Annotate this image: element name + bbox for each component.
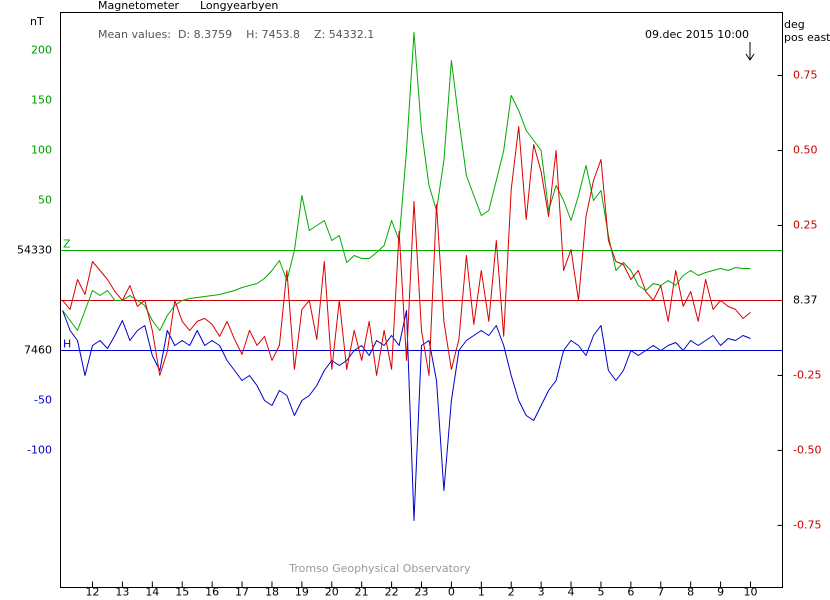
y-tick-label: 150 xyxy=(31,94,52,107)
y-tick-label: 100 xyxy=(31,144,52,157)
x-tick-label: 0 xyxy=(448,586,455,599)
x-tick-label: 8 xyxy=(687,586,694,599)
y-axis-label: nT xyxy=(30,15,44,28)
series-line xyxy=(62,126,751,376)
arrow-head xyxy=(745,53,755,61)
x-tick-label: 18 xyxy=(265,586,279,599)
x-tick-label: 6 xyxy=(627,586,634,599)
y-tick-label: 50 xyxy=(38,194,52,207)
x-tick-label: 4 xyxy=(568,586,575,599)
series-line xyxy=(62,310,751,521)
x-tick-label: 15 xyxy=(175,586,189,599)
station-name: Longyearbyen xyxy=(200,0,278,12)
x-tick-label: 21 xyxy=(355,586,369,599)
y2-tick-label: 0.25 xyxy=(793,218,818,231)
x-tick-label: 7 xyxy=(657,586,664,599)
y2-tick-label: 8.37 xyxy=(793,293,818,306)
x-tick-label: 2 xyxy=(508,586,515,599)
x-tick-label: 13 xyxy=(115,586,129,599)
series-line xyxy=(62,32,751,331)
y2-tick-label: -0.75 xyxy=(793,518,821,531)
y-tick-label: -100 xyxy=(27,444,52,457)
y2-tick-label: 0.75 xyxy=(793,68,818,81)
x-tick-label: 23 xyxy=(415,586,429,599)
x-tick-label: 9 xyxy=(717,586,724,599)
y-tick-label: 54330 xyxy=(17,244,52,257)
x-tick-label: 14 xyxy=(145,586,159,599)
x-tick-label: 16 xyxy=(205,586,219,599)
baseline-label: H xyxy=(63,338,71,351)
x-tick-label: 5 xyxy=(597,586,604,599)
time-arrow xyxy=(745,42,755,61)
x-tick-label: 19 xyxy=(295,586,309,599)
y-tick-label: 7460 xyxy=(24,344,52,357)
y2-tick-label: -0.25 xyxy=(793,368,821,381)
y2-axis-label: deg xyxy=(784,18,805,31)
x-tick-label: 1 xyxy=(478,586,485,599)
chart-title: Magnetometer xyxy=(98,0,180,12)
x-tick-label: 10 xyxy=(743,586,757,599)
x-tick-label: 17 xyxy=(235,586,249,599)
y2-axis-label: pos east xyxy=(784,31,830,44)
timestamp: 09.dec 2015 10:00 xyxy=(645,28,749,41)
x-tick-label: 12 xyxy=(86,586,100,599)
baseline-label: Z xyxy=(63,238,71,251)
footer: Tromso Geophysical Observatory xyxy=(288,562,471,575)
x-tick-label: 22 xyxy=(385,586,399,599)
y2-tick-label: 0.50 xyxy=(793,143,818,156)
x-tick-label: 3 xyxy=(538,586,545,599)
y-tick-label: -50 xyxy=(34,394,52,407)
y-tick-label: 200 xyxy=(31,44,52,57)
x-tick-label: 20 xyxy=(325,586,339,599)
mean-values: Mean values: D: 8.3759 H: 7453.8 Z: 5433… xyxy=(98,28,374,41)
y2-tick-label: -0.50 xyxy=(793,443,821,456)
